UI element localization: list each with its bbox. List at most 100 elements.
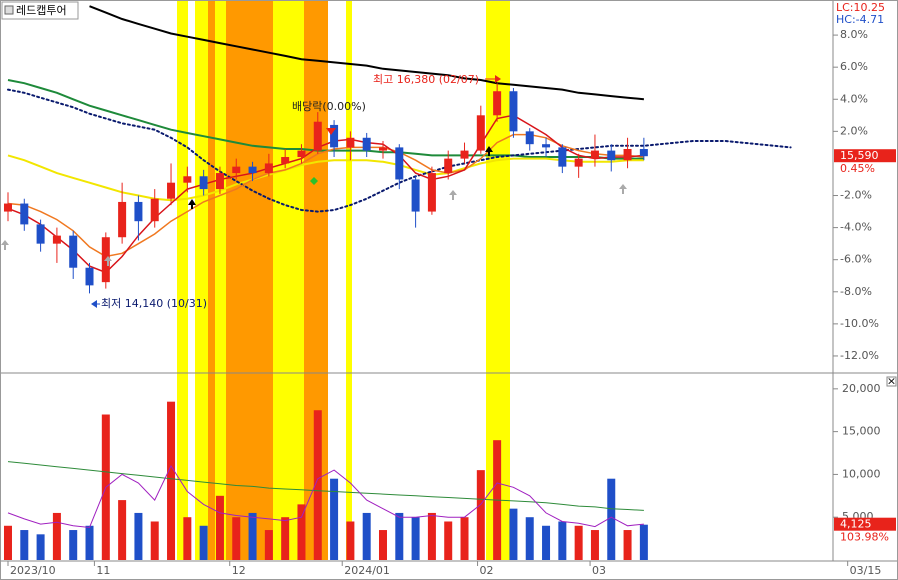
volume-bar — [444, 521, 453, 560]
candle-body — [69, 235, 78, 268]
stock-name: 레드캡투어 — [16, 4, 67, 17]
y-tick-label: -4.0% — [840, 221, 872, 234]
high-annotation: 최고 16,380 (02/07) — [373, 73, 479, 86]
volume-bar — [36, 534, 45, 560]
volume-bar — [330, 478, 339, 560]
x-tick-label: 2024/01 — [344, 564, 390, 577]
candle-body — [232, 166, 241, 174]
candle-body — [590, 150, 599, 159]
y-tick-label: 8.0% — [840, 28, 868, 41]
low-pointer-head — [91, 300, 97, 308]
volume-bar — [297, 504, 306, 560]
candle-body — [509, 91, 518, 132]
x-tick-label: 02 — [480, 564, 494, 577]
volume-bar — [460, 517, 469, 560]
ex-dividend-annotation: 배당락(0.00%) — [292, 100, 366, 113]
candle-body — [36, 224, 45, 244]
candle-body — [150, 198, 159, 222]
volume-bar — [215, 495, 224, 560]
y-tick-label: -12.0% — [840, 349, 879, 362]
title-icon[interactable] — [4, 5, 14, 15]
volume-bar — [525, 517, 534, 560]
y-tick-label: 10,000 — [842, 467, 881, 480]
candle-body — [281, 157, 290, 164]
band — [273, 0, 304, 560]
candle-body — [85, 267, 94, 286]
y-tick-label: 4.0% — [840, 92, 868, 105]
candle-body — [607, 150, 616, 161]
y-tick-label: -2.0% — [840, 189, 872, 202]
ma-line — [89, 5, 644, 101]
candle-body — [427, 173, 436, 212]
candle-body — [297, 150, 306, 158]
candle-body — [493, 91, 502, 116]
volume-bar — [3, 525, 12, 560]
candle-body — [134, 201, 143, 222]
diamond-signal — [310, 177, 318, 185]
candle-body — [378, 147, 387, 151]
candle-body — [476, 115, 485, 151]
title-frame — [1, 1, 79, 20]
candle-body — [264, 163, 273, 174]
close-icon[interactable]: × — [887, 375, 896, 388]
volume-bar — [85, 525, 94, 560]
volume-bar — [20, 530, 29, 560]
markers — [1, 75, 627, 308]
volume-bar — [167, 401, 176, 560]
sell-signal — [326, 128, 336, 135]
y-tick-label: -8.0% — [840, 285, 872, 298]
buy-signal — [188, 199, 196, 209]
y-tick-label: 6.0% — [840, 60, 868, 73]
candle-body — [411, 179, 420, 212]
volume-bar — [558, 521, 567, 560]
candle-body — [346, 137, 355, 148]
volume-bar — [574, 525, 583, 560]
volume-bar — [590, 530, 599, 560]
volume-bar — [199, 525, 208, 560]
candle-body — [167, 182, 176, 199]
candle-body — [623, 148, 632, 161]
candle-body — [199, 176, 208, 190]
current-volume: 4,125 — [840, 518, 872, 531]
volume-bar — [264, 530, 273, 560]
close-pane-button[interactable] — [886, 376, 897, 387]
candle-body — [362, 137, 371, 151]
volume-bar — [69, 530, 78, 560]
grey-signal — [449, 190, 457, 200]
ma-line — [7, 133, 644, 258]
hc-label: HC:-4.71 — [836, 13, 884, 26]
volume-bar — [232, 517, 241, 560]
volume-bar — [509, 508, 518, 560]
buy-signal — [485, 146, 493, 156]
y-tick-label: 20,000 — [842, 382, 881, 395]
candle-body — [215, 173, 224, 190]
candle-body — [639, 148, 648, 157]
x-tick-label: 03 — [592, 564, 606, 577]
title-box: 레드캡투어 — [1, 1, 79, 20]
candle-body — [330, 124, 339, 148]
ma-line — [7, 79, 644, 160]
high-pointer-head — [495, 75, 501, 83]
current-volume-box — [834, 517, 896, 531]
band — [208, 0, 215, 560]
low-annotation: 최저 14,140 (10/31) — [101, 297, 207, 310]
volume-bar — [639, 524, 648, 560]
current-price: 15,590 — [840, 149, 879, 162]
volume-bar — [346, 521, 355, 560]
volume-bar — [362, 512, 371, 560]
candle-body — [183, 176, 192, 183]
candle-body — [118, 201, 127, 238]
volume-bar — [607, 478, 616, 560]
candle-body — [248, 166, 257, 174]
grey-signal — [104, 256, 112, 266]
candle-body — [542, 144, 551, 148]
volume-bar — [183, 517, 192, 560]
current-change: 0.45% — [840, 162, 875, 175]
band — [215, 0, 226, 560]
x-tick-label: 2023/10 — [10, 564, 56, 577]
y-tick-label: 2.0% — [840, 124, 868, 137]
volume-bar — [134, 512, 143, 560]
y-tick-label: 15,000 — [842, 425, 881, 438]
